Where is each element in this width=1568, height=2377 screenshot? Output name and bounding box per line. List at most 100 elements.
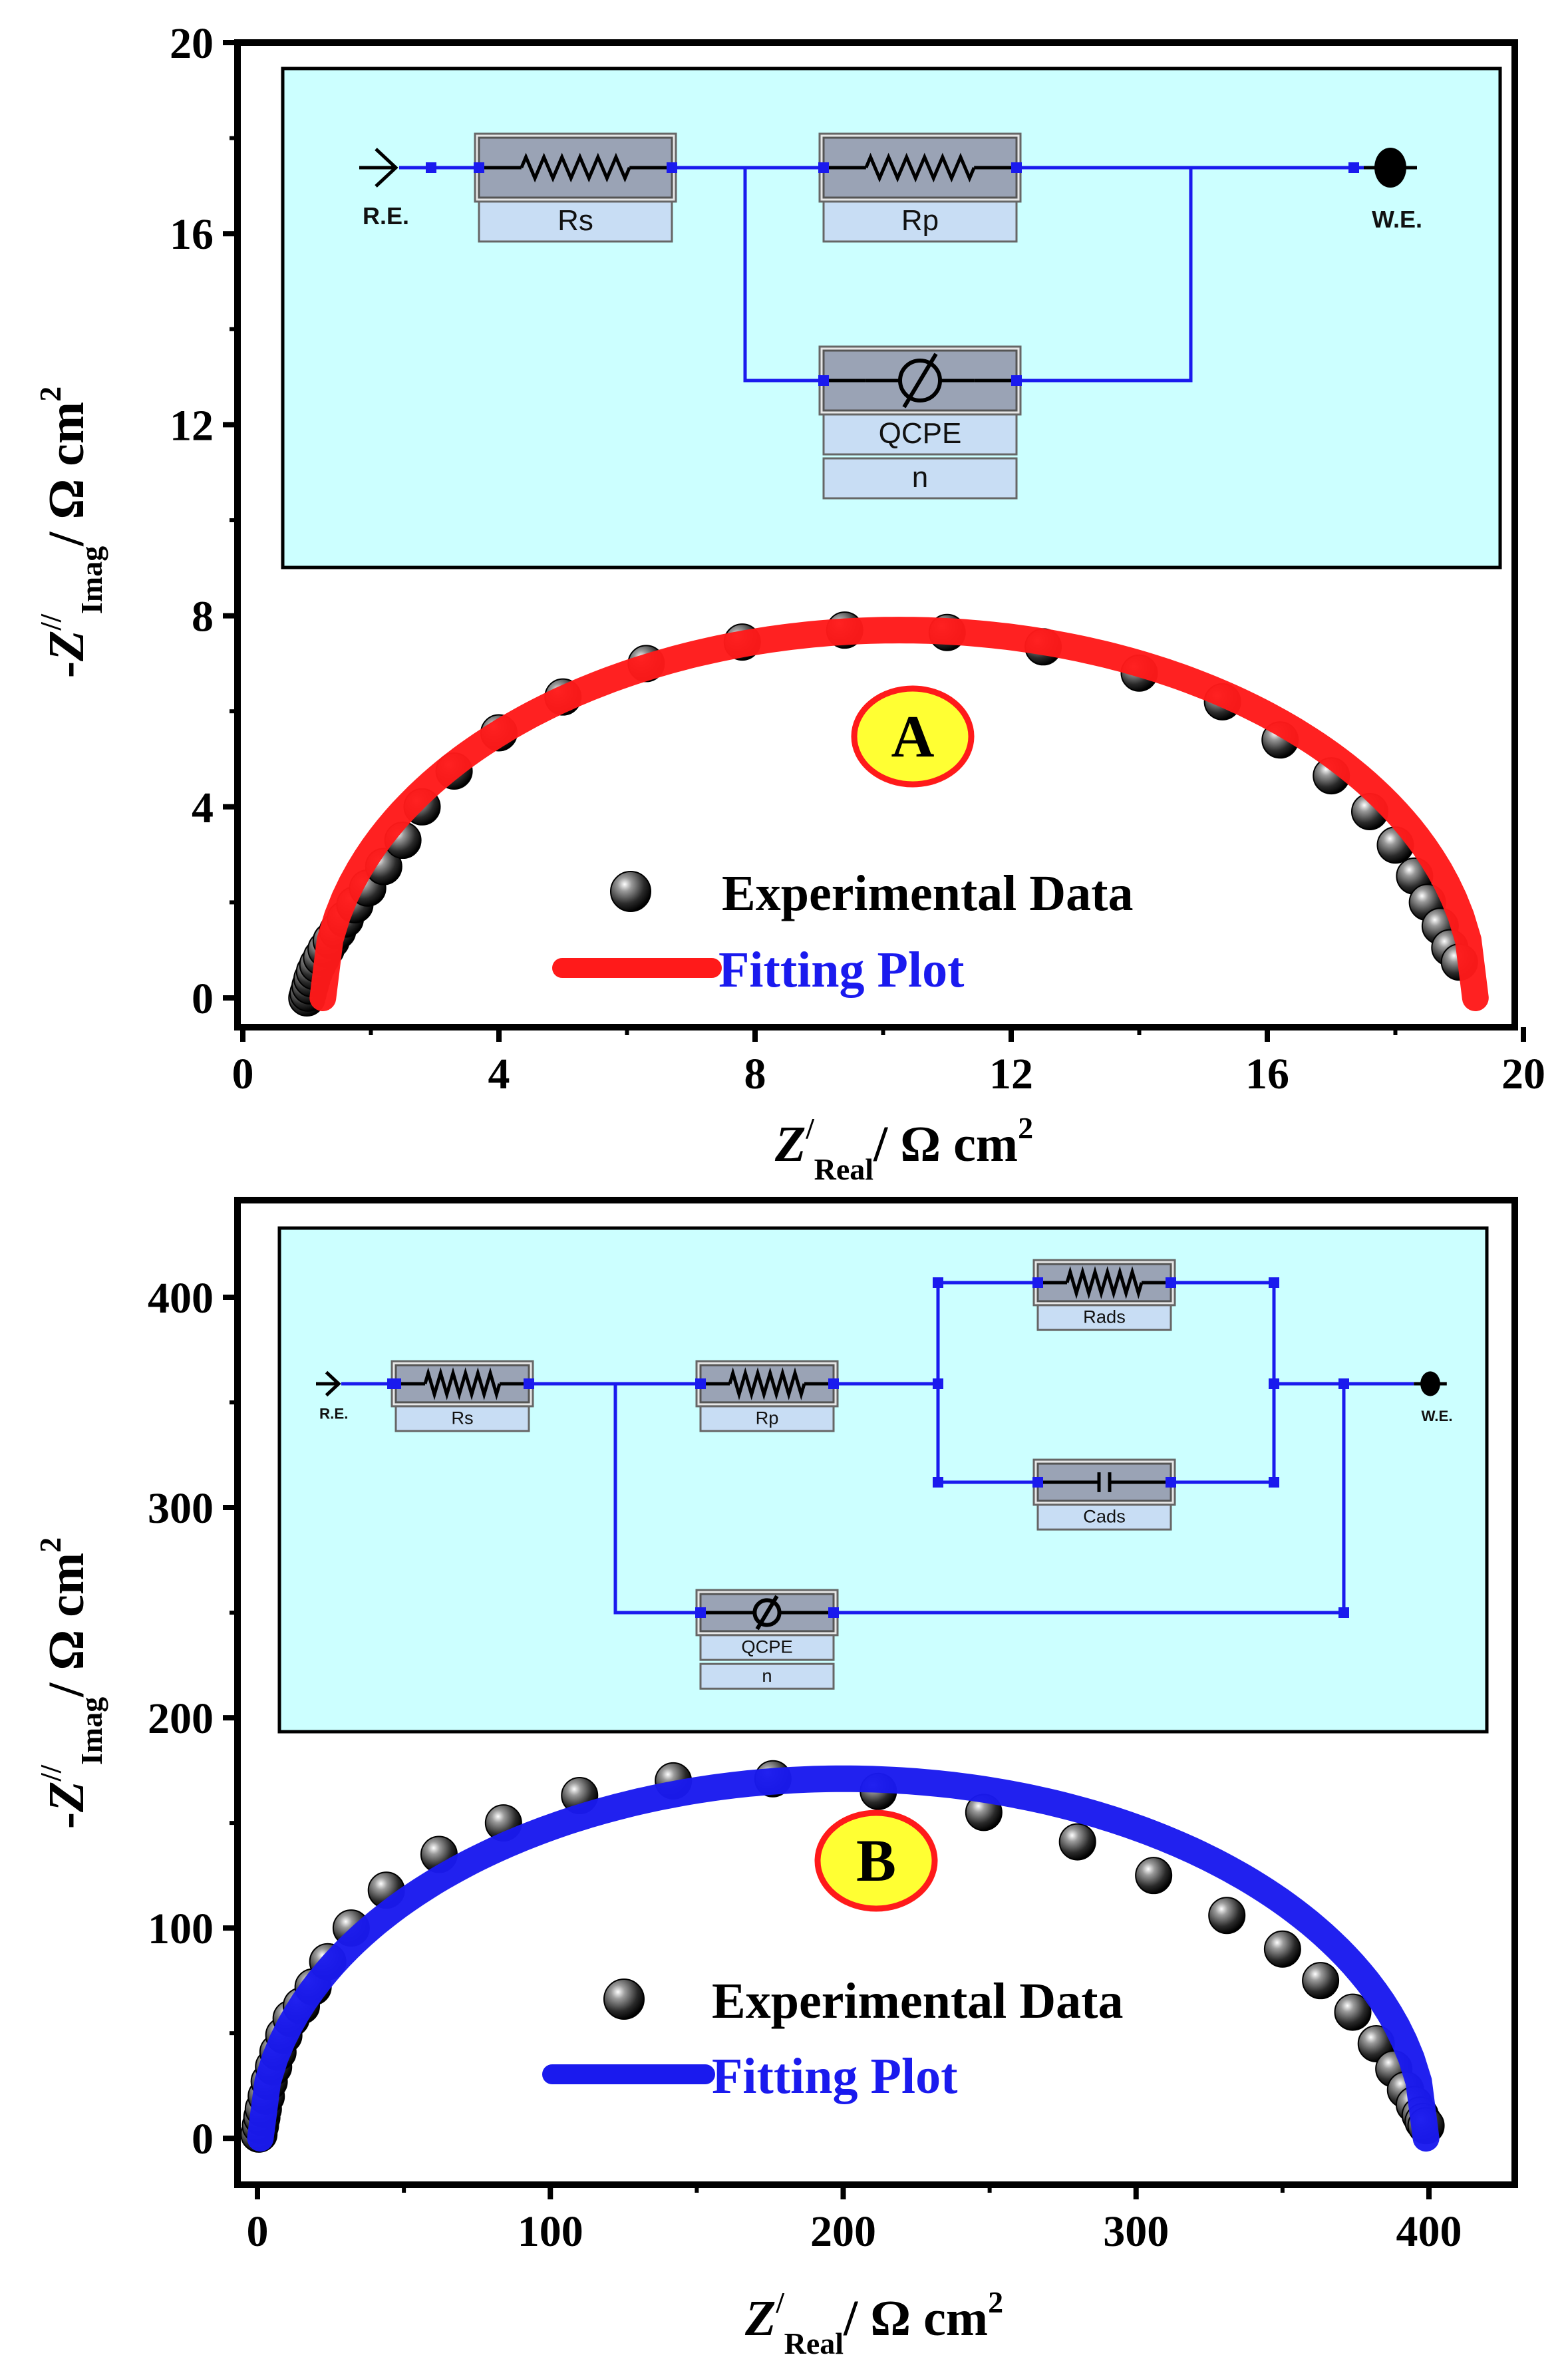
terminal-we-label: W.E. — [1421, 1408, 1452, 1424]
y-tick-label: 400 — [148, 1274, 214, 1323]
element-cpe-cpe-slash — [755, 1595, 779, 1631]
legend-experimental-label: Experimental Data — [722, 866, 1133, 921]
element-cpe-param-box — [699, 1634, 835, 1661]
circuit-junction — [933, 1477, 943, 1488]
x-axis-title: Z/Real/ Ω cm2 — [744, 2285, 1003, 2360]
x-tick-label: 20 — [1501, 1050, 1545, 1098]
we-terminal-icon — [1420, 1371, 1440, 1396]
x-axis-title-sup: 2 — [988, 2285, 1003, 2319]
circuit-wire — [613, 1384, 701, 1615]
circuit-junction — [933, 1378, 943, 1389]
circuit-junction — [1011, 162, 1022, 173]
x-tick-label: 400 — [1396, 2207, 1462, 2256]
x-tick-label: 12 — [989, 1050, 1033, 1098]
y-axis-title: -Z// Imag/ Ω cm2 — [33, 387, 108, 678]
circuit-junction — [426, 162, 436, 173]
y-axis-title-unit: / Ω cm — [39, 402, 94, 547]
element-cpe-param-label: QCPE — [879, 417, 962, 450]
data-point — [1263, 1930, 1301, 1968]
y-tick-label: 20 — [170, 19, 214, 68]
element-rads-zigzag — [1065, 1266, 1144, 1299]
y-tick-label: 0 — [192, 975, 214, 1023]
data-point — [1302, 1962, 1340, 2000]
element-rads-param-box — [1036, 1304, 1172, 1331]
circuit-junction — [1338, 1607, 1349, 1618]
x-axis-title-prime: / — [805, 1112, 814, 1145]
y-axis-title-sub: Imag — [75, 1697, 108, 1765]
circuit-junction — [1032, 1277, 1043, 1288]
element-rs-param-box — [478, 200, 673, 243]
y-axis-title-prime: // — [35, 1764, 67, 1782]
data-point — [1334, 1993, 1372, 2031]
fitting-plot-line — [247, 1765, 1440, 2152]
y-axis-title-sub: Imag — [75, 546, 108, 614]
circuit-wire — [1017, 168, 1193, 383]
element-rp-zigzag — [728, 1367, 806, 1400]
circuit-junction — [828, 1607, 839, 1618]
element-cpe-param-label: QCPE — [741, 1637, 792, 1657]
data-point — [1058, 1823, 1096, 1861]
y-tick-label: 8 — [192, 593, 214, 641]
y-tick-label: 16 — [170, 210, 214, 259]
circuit-junction — [1338, 1378, 1349, 1389]
legend-fitting-label: Fitting Plot — [712, 2048, 957, 2104]
element-cads-param-box — [1036, 1504, 1172, 1531]
circuit-junction — [474, 162, 484, 173]
x-tick-label: 0 — [232, 1050, 254, 1098]
inset-background — [277, 1226, 1489, 1734]
x-tick-label: 4 — [488, 1050, 510, 1098]
y-axis-title-prime: // — [35, 613, 67, 631]
x-axis-title-sub: Real — [784, 2326, 844, 2360]
circuit-junction — [1166, 1477, 1176, 1488]
y-tick-label: 300 — [148, 1484, 214, 1533]
circuit-junction — [933, 1277, 943, 1288]
panel-label: B — [856, 1828, 896, 1894]
y-axis-title-unit: / Ω cm — [39, 1553, 94, 1698]
element-rads-param-label: Rads — [1083, 1307, 1126, 1327]
y-axis-title-minus: - — [39, 661, 94, 678]
y-axis-title-sup: 2 — [33, 387, 67, 402]
circuit-junction — [818, 375, 829, 386]
element-rp-param-label: Rp — [756, 1408, 779, 1428]
x-axis-title-symbol: Z — [774, 1116, 806, 1172]
circuit-junction — [1166, 1277, 1176, 1288]
we-terminal-icon — [1374, 148, 1406, 188]
element-cpe-param-box — [822, 413, 1018, 456]
circuit-junction — [1269, 1277, 1279, 1288]
equivalent-circuit-inset: Rs Rp Rads Cads QCPE n R.E. W.E. — [277, 1226, 1489, 1734]
x-tick-label: 200 — [810, 2207, 876, 2256]
circuit-junction — [391, 1378, 401, 1389]
y-tick-label: 200 — [148, 1694, 214, 1743]
re-arrow-icon — [375, 148, 398, 188]
terminal-re-label: R.E. — [363, 202, 409, 230]
y-tick-label: 100 — [148, 1905, 214, 1953]
x-tick-label: 300 — [1103, 2207, 1169, 2256]
circuit-junction — [695, 1378, 706, 1389]
data-point — [1135, 1857, 1173, 1895]
legend-experimental-label: Experimental Data — [712, 1973, 1123, 2029]
element-rs-param-label: Rs — [451, 1408, 473, 1428]
legend-sphere-marker — [603, 1979, 645, 2020]
y-tick-label: 12 — [170, 401, 214, 450]
element-rs-zigzag — [423, 1367, 502, 1400]
circuit-wire — [743, 168, 824, 383]
x-axis-title-sub: Real — [814, 1152, 873, 1186]
x-axis-title-unit: / Ω cm — [873, 1116, 1018, 1172]
element-cpe-cpe-circle — [752, 1598, 782, 1627]
element-rp-param-label: Rp — [901, 204, 939, 237]
equivalent-circuit-inset: Rs Rp QCPE n R.E. W.E. — [281, 67, 1502, 569]
element-rs-param-label: Rs — [557, 204, 593, 237]
element-cpe-param-box — [822, 457, 1018, 500]
y-tick-label: 0 — [192, 2115, 214, 2163]
element-rs-param-box — [394, 1405, 530, 1432]
element-rs-zigzag — [520, 152, 631, 183]
panel-label: A — [891, 704, 935, 770]
element-rp-param-box — [699, 1405, 835, 1432]
terminal-re-label: R.E. — [319, 1406, 348, 1422]
panel-label-badge — [814, 1810, 938, 1912]
x-tick-label: 8 — [744, 1050, 766, 1098]
panel-label-badge — [851, 685, 975, 788]
legend-sphere-marker — [610, 871, 651, 912]
